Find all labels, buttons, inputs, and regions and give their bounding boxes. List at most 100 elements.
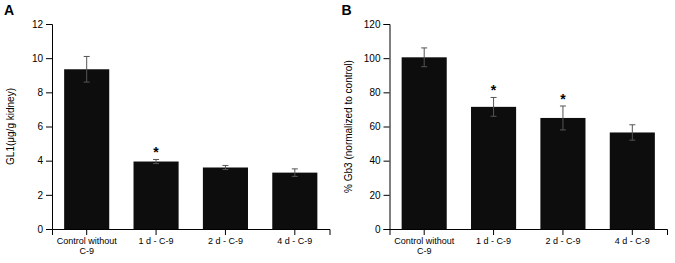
annotation: *	[153, 144, 159, 160]
tick-mark	[46, 127, 52, 128]
tick: 40	[369, 155, 389, 166]
tick: 80	[369, 87, 389, 98]
panel-label: B	[342, 2, 352, 18]
tick-label: 6	[37, 121, 43, 132]
tick-mark	[225, 229, 226, 235]
tick-mark	[46, 58, 52, 59]
tick: 10	[32, 53, 52, 64]
tick-label-line: Control without	[394, 236, 455, 246]
bar	[64, 69, 109, 229]
tick-mark	[384, 24, 390, 25]
tick-label: 2 d - C-9	[208, 236, 243, 246]
tick-mark	[46, 161, 52, 162]
tick-label: 120	[364, 19, 381, 30]
chart: 024681012Control withoutC-91 d - C-92 d …	[0, 0, 675, 263]
tick-label: 60	[369, 121, 381, 132]
bar	[471, 107, 516, 229]
tick-label: 40	[369, 155, 381, 166]
bar	[610, 132, 655, 229]
tick-label: 12	[32, 19, 44, 30]
tick-label-line: 4 d - C-9	[615, 236, 650, 246]
tick: 120	[364, 19, 390, 30]
tick-mark	[46, 92, 52, 93]
panel: 0 20 40 60 80 100 120 Control withoutC-9 1 d - C…	[342, 2, 668, 256]
error-bar	[629, 125, 635, 140]
tick-label: 1 d - C-9	[139, 236, 174, 246]
axis-line	[53, 230, 331, 236]
tick-label-line: C-9	[79, 246, 94, 256]
tick-label-line: 2 d - C-9	[545, 236, 580, 246]
tick-label: 0	[375, 224, 381, 235]
tick-mark	[384, 161, 390, 162]
tick: 20	[369, 190, 389, 201]
annotation: *	[491, 82, 497, 98]
tick: 60	[369, 121, 389, 132]
tick-mark	[384, 127, 390, 128]
tick: Control withoutC-9	[394, 229, 455, 256]
tick: 1 d - C-9	[476, 229, 511, 246]
tick: 1 d - C-9	[139, 229, 174, 246]
tick-label-line: 1 d - C-9	[139, 236, 174, 246]
tick-label: Control withoutC-9	[394, 236, 455, 256]
tick: 6	[37, 121, 52, 132]
bar	[134, 162, 179, 229]
tick-mark	[46, 229, 52, 230]
y-axis-title: GL1(μg/g kidney)	[5, 88, 16, 165]
tick-mark	[156, 229, 157, 235]
bar	[402, 57, 447, 229]
error-bar	[421, 48, 427, 67]
tick: 2 d - C-9	[545, 229, 580, 246]
tick: 100	[364, 53, 390, 64]
tick-label: 10	[32, 53, 44, 64]
error-bar	[84, 56, 90, 82]
axis-line	[390, 230, 668, 236]
tick-mark	[46, 195, 52, 196]
tick: Control withoutC-9	[57, 229, 118, 256]
tick: 4 d - C-9	[277, 229, 312, 246]
tick-mark	[384, 92, 390, 93]
tick-mark	[384, 195, 390, 196]
tick-label: 100	[364, 53, 381, 64]
tick-mark	[294, 229, 295, 235]
tick: 2	[37, 190, 52, 201]
tick-label: 4	[37, 155, 43, 166]
tick-mark	[562, 229, 563, 235]
y-axis: 0 20 40 60 80 100 120	[364, 19, 390, 235]
tick-label: 1 d - C-9	[476, 236, 511, 246]
tick-label-line: Control without	[57, 236, 118, 246]
x-axis: Control withoutC-9 1 d - C-9 2 d - C-9 4 d …	[53, 229, 331, 256]
y-axis: 024681012	[32, 19, 53, 235]
annotation: *	[560, 91, 566, 107]
tick: 8	[37, 87, 52, 98]
tick-label: 2 d - C-9	[545, 236, 580, 246]
tick-label: 4 d - C-9	[277, 236, 312, 246]
tick: 2 d - C-9	[208, 229, 243, 246]
panel: 024681012Control withoutC-91 d - C-92 d …	[4, 2, 330, 256]
tick-label: 80	[369, 87, 381, 98]
x-axis: Control withoutC-9 1 d - C-9 2 d - C-9 4 d …	[390, 229, 668, 256]
tick: 4	[37, 155, 52, 166]
error-bar	[292, 169, 298, 177]
error-bar	[560, 106, 566, 130]
tick-label-line: 4 d - C-9	[277, 236, 312, 246]
tick-mark	[86, 229, 87, 235]
tick-mark	[424, 229, 425, 235]
tick: 4 d - C-9	[615, 229, 650, 246]
plot-area	[64, 56, 317, 229]
error-bar	[222, 165, 228, 169]
tick-mark	[632, 229, 633, 235]
tick-label: 8	[37, 87, 43, 98]
tick-label: 2	[37, 190, 43, 201]
tick-label: Control withoutC-9	[57, 236, 118, 256]
y-axis-title: % Gb3 (normalized to control)	[343, 60, 354, 193]
bar	[272, 173, 317, 229]
tick-mark	[384, 58, 390, 59]
tick-label: 4 d - C-9	[615, 236, 650, 246]
tick-mark	[384, 229, 390, 230]
tick-label-line: 2 d - C-9	[208, 236, 243, 246]
axis-line	[46, 25, 53, 230]
tick-mark	[46, 24, 52, 25]
bar	[203, 168, 248, 230]
bar	[540, 118, 585, 229]
tick: 12	[32, 19, 52, 30]
